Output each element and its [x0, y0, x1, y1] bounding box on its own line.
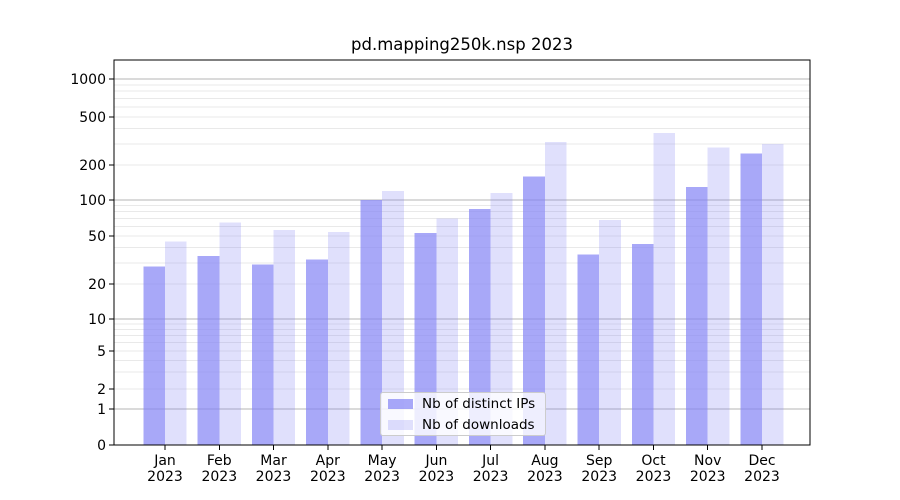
y-tick-label: 200 [79, 158, 106, 174]
bar-aug-downloads [544, 142, 567, 445]
y-tick-label: 5 [97, 344, 106, 360]
y-tick-label: 0 [97, 438, 106, 454]
x-tick-label-aug: Aug 2023 [527, 453, 563, 485]
legend-label-downloads: Nb of downloads [422, 416, 535, 433]
bar-may-downloads [382, 190, 404, 445]
y-tick-label: 500 [79, 110, 106, 126]
bar-nov-downloads [707, 147, 730, 445]
x-tick-label-feb: Feb 2023 [201, 453, 237, 485]
bar-feb-distinct-ips [197, 256, 220, 445]
x-tick-label-oct: Oct 2023 [636, 453, 672, 485]
y-tick-label: 100 [79, 193, 106, 209]
y-tick-label: 50 [88, 229, 106, 245]
bar-aug-distinct-ips [523, 176, 545, 446]
bar-oct-distinct-ips [631, 243, 654, 445]
legend-item-distinct-ips: Nb of distinct IPs [388, 396, 545, 412]
y-tick-label: 10 [88, 312, 106, 328]
legend-label-distinct-ips: Nb of distinct IPs [422, 395, 536, 412]
bar-sep-downloads [599, 220, 621, 445]
bars [143, 132, 784, 446]
x-tick-label-may: May 2023 [364, 453, 400, 485]
x-tick-label-dec: Dec 2023 [744, 453, 780, 485]
y-tick-label: 1 [97, 402, 106, 418]
legend-swatch-downloads-icon [388, 419, 413, 430]
bar-jan-distinct-ips [143, 266, 165, 445]
bar-may-distinct-ips [360, 200, 383, 445]
y-tick-label: 20 [88, 277, 106, 293]
bar-apr-distinct-ips [306, 259, 328, 445]
y-tick-label: 2 [97, 382, 106, 398]
x-tick-label-jul: Jul 2023 [473, 453, 509, 485]
x-tick-label-nov: Nov 2023 [690, 453, 726, 485]
bar-jul-downloads [490, 192, 513, 445]
legend-item-downloads: Nb of downloads [388, 417, 545, 433]
legend: Nb of distinct IPs Nb of downloads [380, 392, 546, 436]
bar-mar-distinct-ips [251, 264, 274, 445]
bar-dec-distinct-ips [740, 153, 762, 446]
x-tick-label-sep: Sep 2023 [581, 453, 617, 485]
bar-jan-downloads [165, 241, 187, 445]
x-tick-label-mar: Mar 2023 [256, 453, 292, 485]
legend-swatch-distinct-ips-icon [388, 398, 413, 409]
bar-mar-downloads [273, 230, 296, 445]
y-axis: 0 1 2 5 10 20 50 100 200 500 1000 [70, 72, 114, 454]
bar-feb-downloads [219, 222, 241, 445]
plot-border [113, 59, 811, 446]
chart-title: pd.mapping250k.nsp 2023 [351, 35, 573, 54]
x-tick-label-jun: Jun 2023 [419, 453, 455, 485]
bar-jun-downloads [436, 218, 459, 445]
y-tick-label: 1000 [70, 72, 106, 88]
x-tick-label-jan: Jan 2023 [147, 453, 183, 485]
x-axis: Jan 2023 Feb 2023 Mar 2023 Apr 2023 May 2023 Jun 20… [147, 445, 780, 485]
x-tick-label-apr: Apr 2023 [310, 453, 346, 485]
bar-apr-downloads [327, 232, 350, 445]
bar-oct-downloads [653, 132, 676, 446]
bar-dec-downloads [762, 143, 784, 446]
bar-jul-distinct-ips [468, 209, 491, 445]
bar-nov-distinct-ips [686, 186, 708, 446]
bar-sep-distinct-ips [577, 254, 600, 445]
